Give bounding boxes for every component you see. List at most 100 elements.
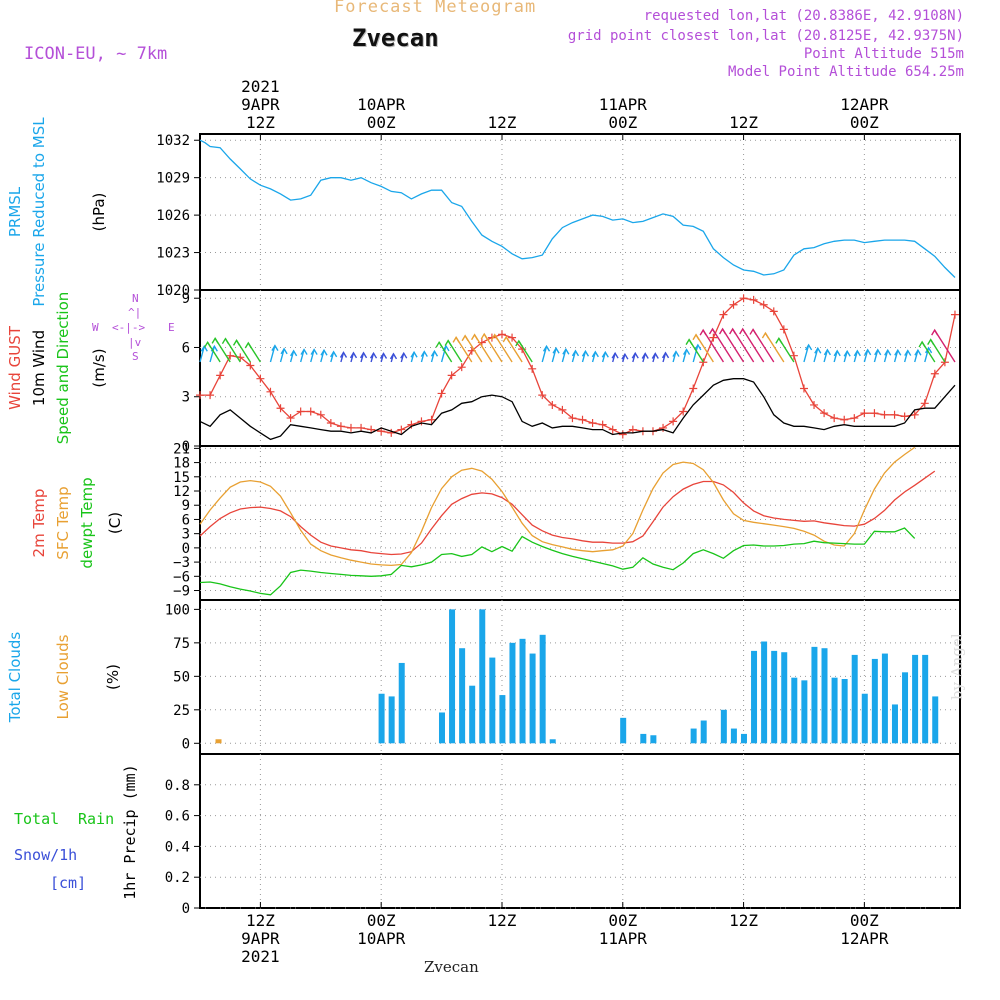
gust-marker (679, 407, 688, 416)
wind-arrow-head (699, 328, 707, 336)
gust-marker (558, 405, 567, 414)
wind-arrow-head (290, 349, 298, 357)
wind-arrow-head (749, 328, 757, 335)
panel-label: 10m Wind (30, 330, 48, 406)
wind-arrow-head (339, 351, 348, 358)
time-tick-label-bottom: 12Z (729, 911, 758, 930)
wind-arrow-head (708, 327, 717, 335)
panel-wind: 0 3 6 9 N S W E <-|-> ^| |v Wind GUST 10m Wind Speed … (6, 289, 961, 455)
credit-watermark: by Angel (948, 633, 966, 700)
wind-arrow-head (853, 349, 861, 357)
wind-arrow (541, 346, 548, 363)
gust-marker (608, 425, 617, 434)
gust-marker (497, 330, 506, 339)
wind-arrow-head (330, 350, 338, 358)
wind-arrow-head (641, 352, 649, 359)
wind-arrow-head (692, 333, 700, 341)
y-tick-label: 9 (182, 498, 190, 514)
y-tick-label: 6 (182, 512, 190, 528)
wind-arrow-head (672, 350, 680, 357)
wind-arrow (209, 346, 216, 363)
wind-arrow-head (833, 349, 841, 357)
wind-arrow-head (894, 348, 902, 356)
series-line-wind-gust (200, 297, 956, 436)
time-tick-label-top: 12Z (246, 113, 275, 132)
series-line-10m-wind (199, 378, 956, 441)
panel-label: SFC Temp (54, 486, 72, 559)
y-tick-label: 15 (173, 470, 190, 486)
panel-label: PRMSL (6, 186, 24, 237)
gust-marker (739, 294, 748, 303)
precip-axis-label: 1hr Precip (mm) (121, 764, 139, 899)
wind-arrow-head (581, 349, 590, 357)
wind-arrow (752, 329, 775, 363)
wind-arrow-head (389, 352, 398, 360)
wind-arrow-head (571, 349, 580, 357)
gust-marker (598, 420, 607, 429)
time-tick-label-bottom: 12Z (246, 911, 275, 930)
wind-arrow-head (814, 346, 822, 354)
cloud-bar-total (539, 634, 546, 744)
wind-arrow-head (552, 346, 560, 354)
wind-arrow (269, 345, 276, 363)
time-tick-label-bottom: 12Z (488, 911, 517, 930)
time-tick-label-bottom: 00Z (367, 911, 396, 930)
y-tick-label: 1029 (156, 171, 190, 187)
wind-arrow-head (320, 348, 328, 356)
y-tick-label: 50 (173, 669, 190, 685)
wind-arrow (803, 344, 810, 363)
y-tick-label: 6 (182, 340, 190, 356)
cloud-bar-total (881, 653, 888, 744)
wind-arrow-head (601, 350, 609, 358)
y-tick-label: 1026 (156, 208, 190, 224)
y-tick-label: 21 (173, 441, 190, 457)
gust-marker (820, 409, 829, 418)
gust-marker (578, 415, 587, 424)
y-tick-label: 25 (173, 703, 190, 719)
wind-arrow-head (461, 334, 469, 342)
panel-label: Speed and Direction (54, 292, 72, 445)
gust-marker (336, 422, 345, 431)
gust-marker (920, 399, 929, 408)
series-line-sfc-temp (199, 446, 916, 567)
wind-arrow-head (300, 348, 308, 355)
series-line-2m-temp (199, 470, 936, 556)
wind-arrow-head (480, 332, 488, 340)
compass-up: ^| (128, 306, 141, 319)
wind-arrow-head (914, 348, 922, 356)
cloud-bar-total (438, 712, 445, 744)
time-tick-label-top: 12APR (840, 95, 889, 114)
y-tick-label: 0 (182, 736, 190, 752)
gust-marker (729, 300, 738, 309)
gust-marker (659, 423, 668, 432)
gust-marker (799, 384, 808, 393)
y-tick-label: 0 (182, 541, 190, 557)
cloud-bar-total (730, 728, 737, 744)
compass-horizontal: <-|-> (112, 321, 145, 334)
gust-marker (306, 407, 315, 416)
y-tick-label: −6 (173, 569, 190, 585)
panel-label: (%) (104, 664, 122, 690)
gust-marker (890, 410, 899, 419)
cloud-bar-total (811, 646, 818, 744)
gust-marker (397, 425, 406, 434)
y-tick-label: 1023 (156, 246, 190, 262)
wind-arrow-head (904, 349, 912, 356)
gust-marker (206, 391, 215, 400)
panel-label: Low Clouds (54, 634, 72, 719)
time-tick-label-top: 00Z (608, 113, 637, 132)
y-tick-label: 3 (182, 390, 190, 406)
time-axis: 20219APR12Z12Z9APR202110APR00Z00Z10APR12… (200, 77, 960, 966)
time-tick-label-top: 11APR (599, 95, 648, 114)
panel-label: (m/s) (90, 348, 108, 387)
compass-e: E (168, 321, 175, 334)
wind-arrow-head (874, 348, 882, 356)
gust-marker (930, 369, 939, 378)
gust-marker (548, 400, 557, 409)
y-tick-label: 0.4 (165, 839, 190, 855)
gust-marker (779, 325, 788, 334)
wind-arrow-head (435, 340, 443, 348)
cloud-bar-total (459, 648, 466, 744)
